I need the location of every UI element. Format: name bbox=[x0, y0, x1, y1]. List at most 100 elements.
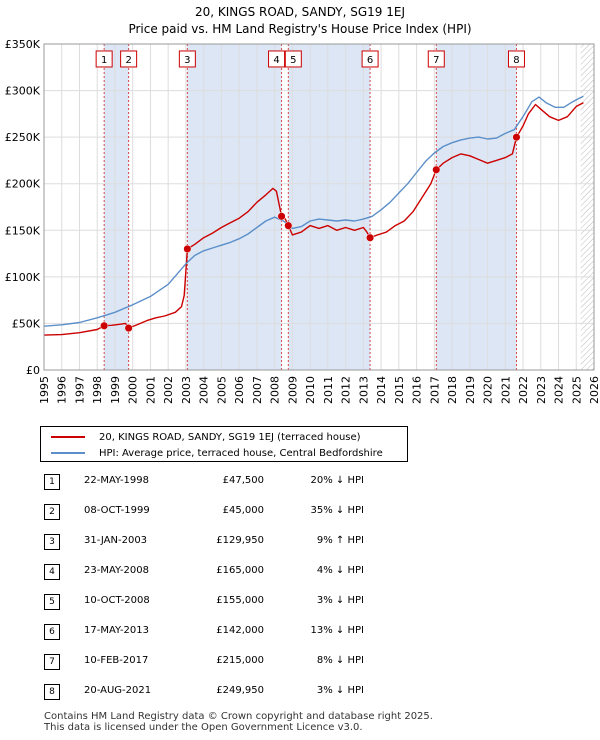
x-tick-label: 2026 bbox=[588, 376, 600, 404]
sale-hpi-diff: 9% ↑ HPI bbox=[316, 535, 364, 546]
sale-date: 20-AUG-2021 bbox=[84, 685, 152, 696]
x-tick-label: 2004 bbox=[198, 376, 211, 404]
sale-date: 23-MAY-2008 bbox=[84, 565, 150, 576]
sale-number: 3 bbox=[44, 534, 60, 550]
sale-label-number: 3 bbox=[184, 55, 190, 66]
plot-border bbox=[43, 43, 595, 371]
legend-item-property: 20, KINGS ROAD, SANDY, SG19 1EJ (terrace… bbox=[51, 430, 361, 444]
chart-subtitle: Price paid vs. HM Land Registry's House … bbox=[128, 22, 472, 36]
sale-number: 4 bbox=[44, 564, 60, 580]
forecast-region bbox=[580, 44, 594, 370]
sale-label-box bbox=[427, 50, 445, 68]
y-tick-label: £0 bbox=[26, 364, 40, 377]
sale-label-box bbox=[507, 50, 525, 68]
sale-hpi-diff: 8% ↓ HPI bbox=[316, 655, 364, 666]
table-row: 6 17-MAY-2013 £142,000 13% ↓ HPI bbox=[44, 622, 444, 640]
sale-price: £47,500 bbox=[222, 475, 264, 486]
table-row: 5 10-OCT-2008 £155,000 3% ↓ HPI bbox=[44, 592, 444, 610]
sale-date: 10-OCT-2008 bbox=[84, 595, 150, 606]
legend-swatch-property bbox=[51, 436, 85, 438]
sale-price: £129,950 bbox=[216, 535, 264, 546]
shaded-period bbox=[187, 44, 282, 370]
x-tick-label: 2007 bbox=[251, 376, 264, 404]
sale-date: 17-MAY-2013 bbox=[84, 625, 150, 636]
sale-number: 2 bbox=[44, 504, 60, 520]
sale-label-box bbox=[120, 50, 138, 68]
table-row: 3 31-JAN-2003 £129,950 9% ↑ HPI bbox=[44, 532, 444, 550]
y-tick-label: £250K bbox=[5, 131, 41, 144]
legend-label-hpi: HPI: Average price, terraced house, Cent… bbox=[99, 447, 383, 459]
x-tick-label: 2022 bbox=[517, 376, 530, 404]
sale-price: £155,000 bbox=[216, 595, 264, 606]
sale-date: 08-OCT-1999 bbox=[84, 505, 150, 516]
table-row: 1 22-MAY-1998 £47,500 20% ↓ HPI bbox=[44, 472, 444, 490]
x-tick-label: 2017 bbox=[428, 376, 441, 404]
sale-point bbox=[366, 233, 375, 242]
chart-legend: 20, KINGS ROAD, SANDY, SG19 1EJ (terrace… bbox=[40, 426, 408, 462]
x-tick-label: 2002 bbox=[162, 376, 175, 404]
x-tick-label: 2005 bbox=[215, 376, 228, 404]
sale-number: 1 bbox=[44, 474, 60, 490]
x-tick-label: 2000 bbox=[127, 376, 140, 404]
x-tick-label: 2011 bbox=[322, 376, 335, 404]
sale-hpi-diff: 13% ↓ HPI bbox=[310, 625, 364, 636]
x-tick-label: 2010 bbox=[304, 376, 317, 404]
sale-label-box bbox=[95, 50, 113, 68]
sale-point bbox=[432, 165, 441, 174]
footer-attribution: Contains HM Land Registry data © Crown c… bbox=[44, 711, 433, 733]
x-tick-label: 2018 bbox=[446, 376, 459, 404]
sale-hpi-diff: 20% ↓ HPI bbox=[310, 475, 364, 486]
x-tick-label: 2008 bbox=[269, 376, 282, 404]
shaded-period bbox=[288, 44, 371, 370]
table-row: 8 20-AUG-2021 £249,950 3% ↓ HPI bbox=[44, 682, 444, 700]
sale-point bbox=[183, 244, 192, 254]
sale-hpi-diff: 3% ↓ HPI bbox=[316, 685, 364, 696]
x-tick-label: 1996 bbox=[56, 376, 69, 404]
legend-swatch-hpi bbox=[51, 452, 85, 454]
sale-number: 8 bbox=[44, 684, 60, 700]
sale-point bbox=[124, 324, 133, 333]
table-row: 4 23-MAY-2008 £165,000 4% ↓ HPI bbox=[44, 562, 444, 580]
sale-number: 5 bbox=[44, 594, 60, 610]
sale-point bbox=[512, 133, 521, 142]
table-row: 2 08-OCT-1999 £45,000 35% ↓ HPI bbox=[44, 502, 444, 520]
sale-label-box bbox=[178, 50, 196, 68]
sale-point bbox=[100, 321, 109, 330]
footer-copyright: Contains HM Land Registry data © Crown c… bbox=[44, 711, 433, 722]
x-tick-label: 2012 bbox=[340, 376, 353, 404]
y-tick-label: £200K bbox=[5, 178, 41, 191]
table-row: 7 10-FEB-2017 £215,000 8% ↓ HPI bbox=[44, 652, 444, 670]
sale-number: 6 bbox=[44, 624, 60, 640]
x-tick-label: 2006 bbox=[233, 376, 246, 404]
sale-label-box bbox=[361, 50, 379, 68]
x-tick-label: 2016 bbox=[411, 376, 424, 404]
x-tick-label: 2025 bbox=[570, 376, 583, 404]
sale-label-number: 2 bbox=[125, 55, 131, 66]
series-line-hpi bbox=[43, 95, 584, 327]
sale-date: 31-JAN-2003 bbox=[84, 535, 148, 546]
y-tick-label: £350K bbox=[5, 38, 41, 51]
x-tick-label: 2019 bbox=[464, 376, 477, 404]
sale-label-box bbox=[268, 50, 286, 68]
sale-label-number: 1 bbox=[101, 55, 107, 66]
address-title: 20, KINGS ROAD, SANDY, SG19 1EJ bbox=[195, 5, 405, 19]
sale-hpi-diff: 35% ↓ HPI bbox=[310, 505, 364, 516]
shaded-period bbox=[104, 44, 129, 370]
sale-price: £165,000 bbox=[216, 565, 264, 576]
sale-label-number: 6 bbox=[367, 55, 373, 66]
sale-label-number: 4 bbox=[273, 55, 279, 66]
sale-number: 7 bbox=[44, 654, 60, 670]
x-tick-label: 2014 bbox=[375, 376, 388, 404]
x-tick-label: 2021 bbox=[499, 376, 512, 404]
x-tick-label: 2015 bbox=[393, 376, 406, 404]
y-tick-label: £100K bbox=[5, 271, 41, 284]
sale-hpi-diff: 4% ↓ HPI bbox=[316, 565, 364, 576]
x-tick-label: 2009 bbox=[286, 376, 299, 404]
series-line-property bbox=[43, 102, 584, 336]
sale-price: £215,000 bbox=[216, 655, 264, 666]
x-tick-label: 1997 bbox=[73, 376, 86, 404]
sale-date: 10-FEB-2017 bbox=[84, 655, 149, 666]
x-tick-label: 2023 bbox=[535, 376, 548, 404]
y-tick-label: £300K bbox=[5, 85, 41, 98]
sale-label-number: 5 bbox=[290, 55, 296, 66]
